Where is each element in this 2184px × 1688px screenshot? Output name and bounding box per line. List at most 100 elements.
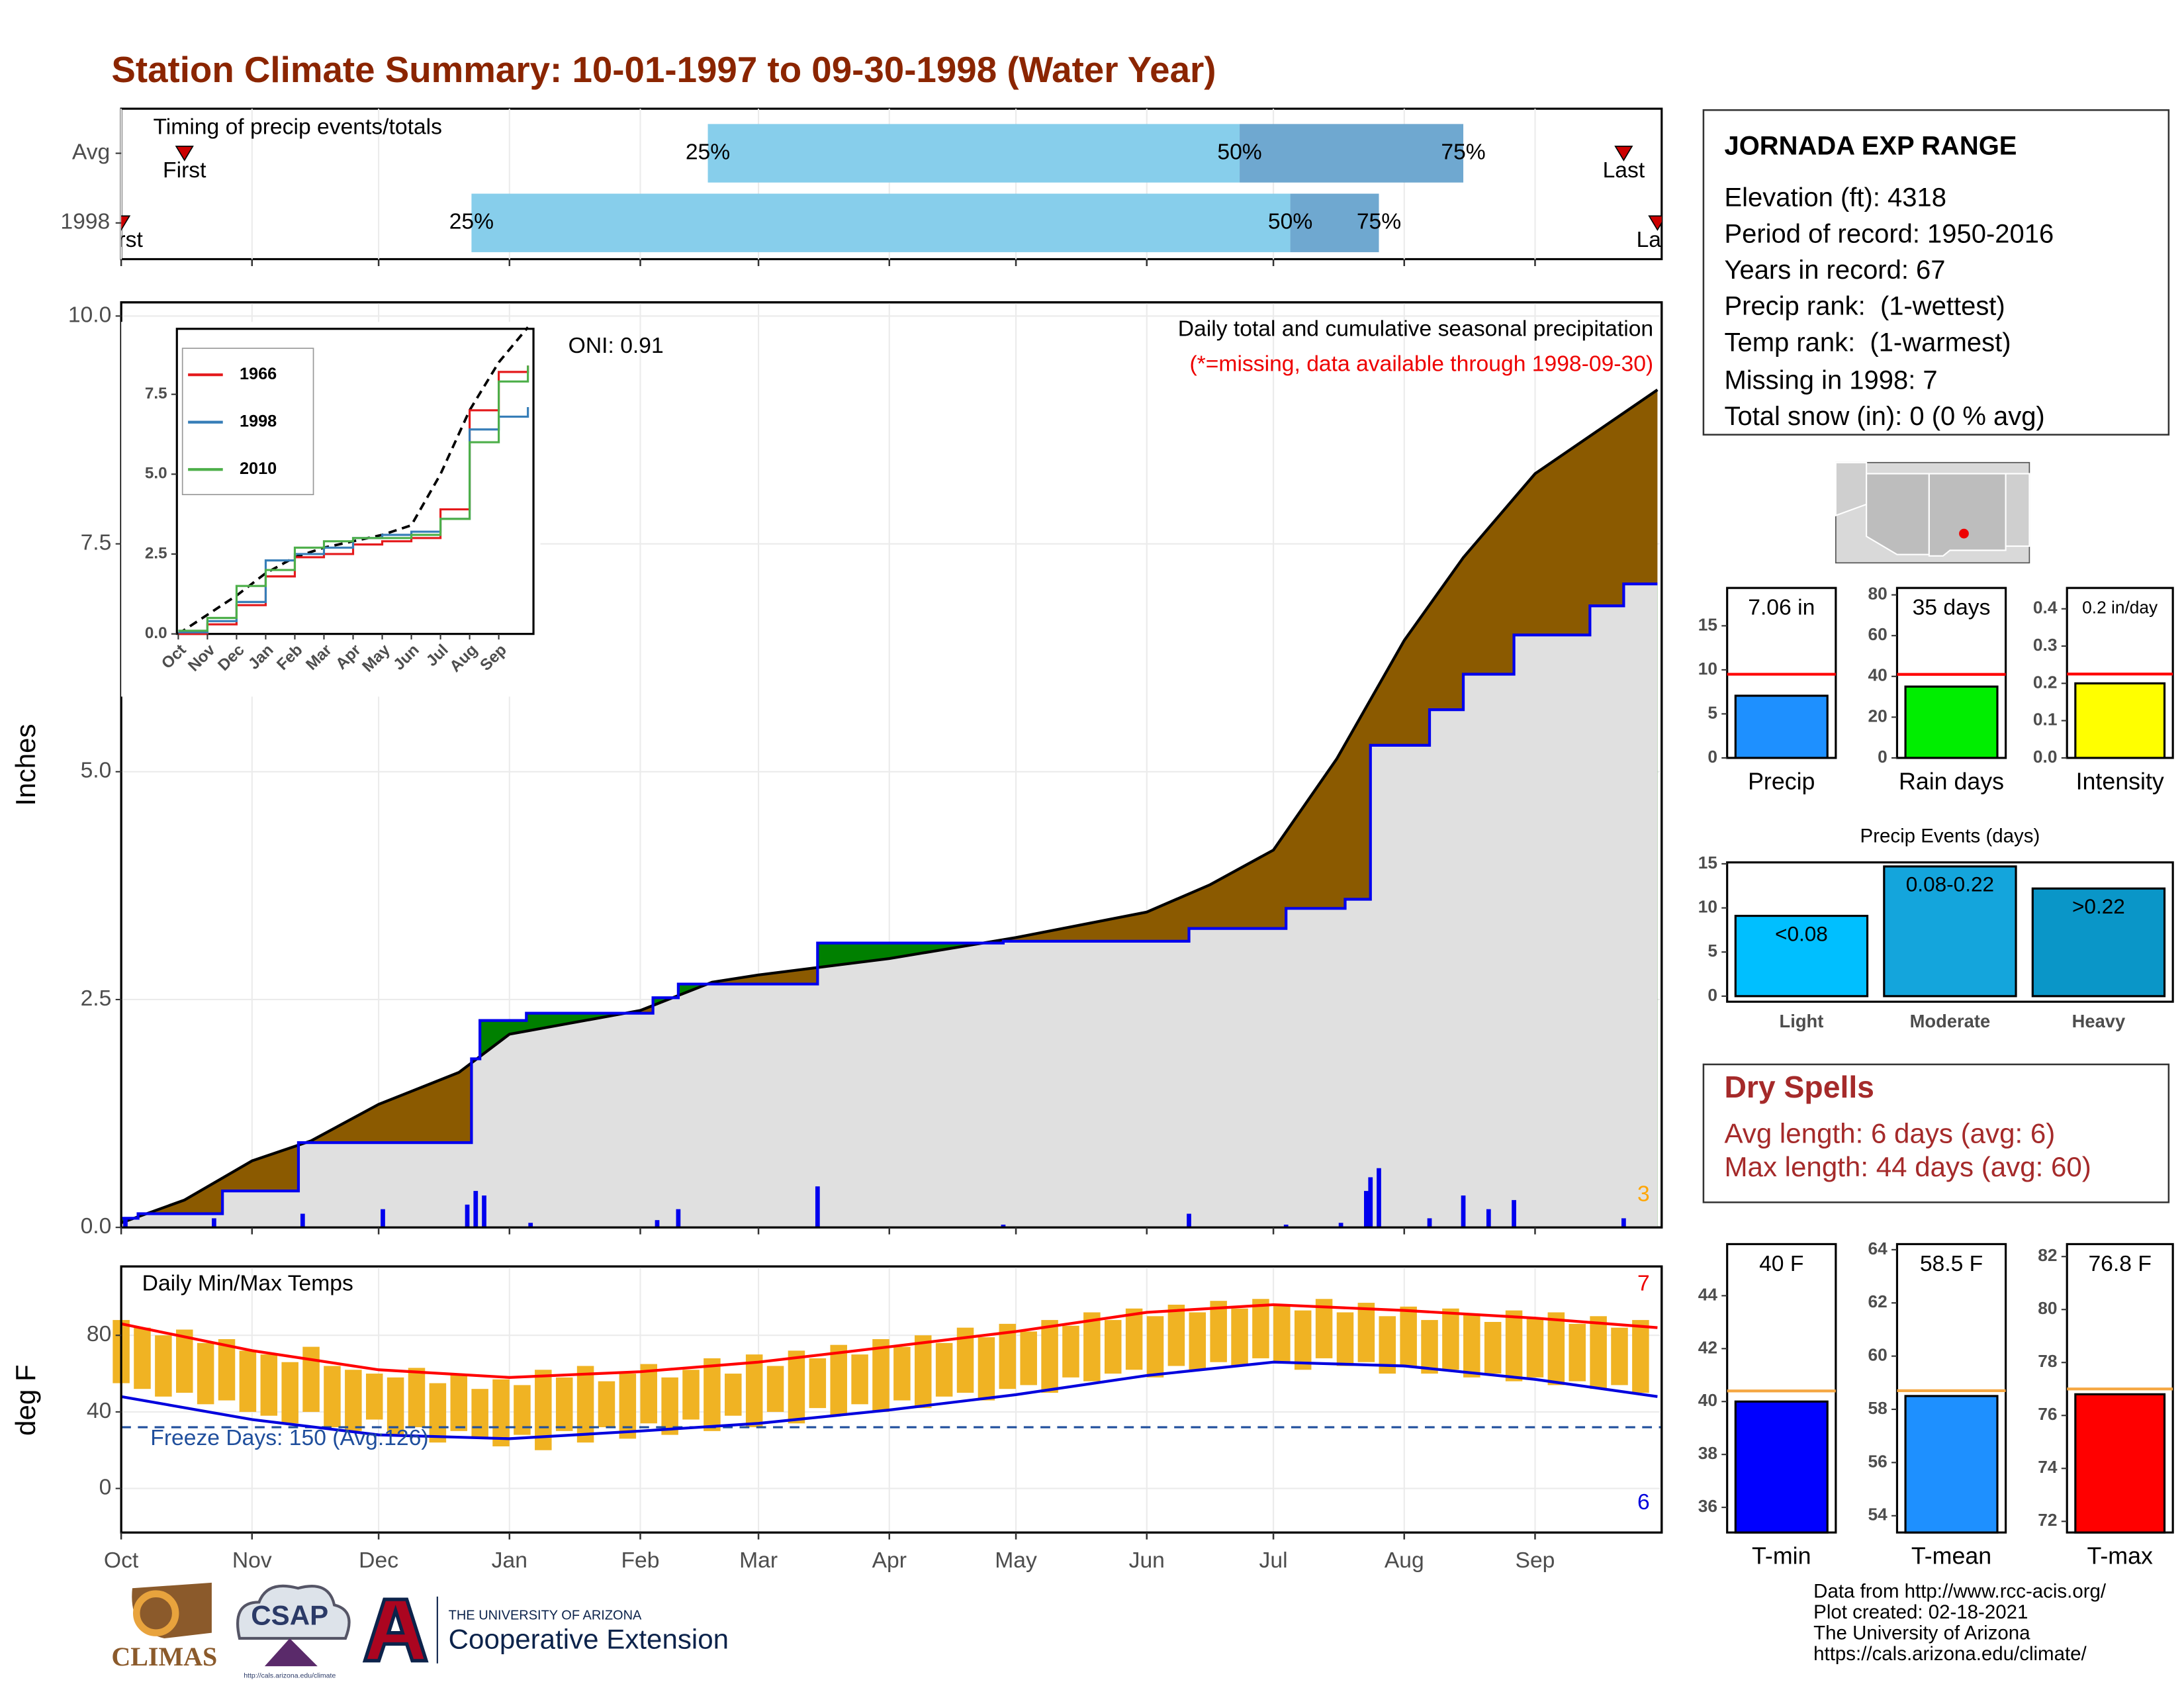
station-box (1702, 109, 2170, 436)
temp-range-bar (197, 1342, 214, 1405)
daily-bar (473, 1191, 478, 1228)
temp-range-bar (1526, 1318, 1544, 1378)
temp-range-bar (640, 1364, 658, 1424)
y-tick-label: 78 (2038, 1351, 2057, 1371)
x-label: T-min (1752, 1542, 1811, 1569)
temp-range-bar (492, 1379, 510, 1446)
y-tick-label: 44 (1698, 1284, 1718, 1304)
y-tick-label: 36 (1698, 1496, 1717, 1516)
temp-range-bar (134, 1327, 151, 1389)
percent-label: 75% (1441, 140, 1485, 164)
temp-range-bar (766, 1366, 784, 1412)
panel-subtitle: Timing of precip events/totals (154, 115, 442, 140)
temp-range-bar (1336, 1312, 1354, 1366)
daily-bar (1283, 1225, 1289, 1228)
temp-range-bar (1020, 1331, 1037, 1385)
temp-range-bar (345, 1370, 362, 1431)
x-tick-label: Jan (492, 1548, 527, 1573)
y-axis-label: deg F (10, 1364, 41, 1436)
temp-range-bar (1252, 1299, 1269, 1358)
x-tick-label: Light (1780, 1011, 1824, 1031)
y-tick-label: 80 (2038, 1298, 2057, 1318)
event-marker (1648, 215, 1662, 231)
daily-bar (1364, 1191, 1369, 1228)
event-marker (1614, 146, 1633, 162)
x-tick-label: May (995, 1548, 1037, 1573)
dry-spells-line: Max length: 44 days (avg: 60) (1724, 1151, 2091, 1182)
y-tick-label: 2.5 (81, 986, 112, 1011)
y-tick-label: 76 (2038, 1404, 2057, 1424)
x-tick-label: Heavy (2072, 1011, 2126, 1031)
station-line: Elevation (ft): 4318 (1724, 183, 1946, 212)
legend-label: 1998 (240, 412, 277, 430)
range-bar (707, 124, 1240, 183)
corner-label: 3 (1637, 1182, 1650, 1207)
temp-range-bar (725, 1374, 742, 1416)
dry-spells-box (1702, 1063, 2170, 1203)
y-tick-label: 72 (2038, 1510, 2057, 1530)
event-label: Last (1603, 158, 1645, 183)
temp-range-bar (387, 1377, 404, 1435)
temp-range-bar (1167, 1304, 1185, 1366)
logos: CLIMAS CSAP http://cals.arizona.edu/clim… (111, 1582, 729, 1680)
daily-bar (1187, 1213, 1191, 1228)
temp-range-bar (851, 1354, 868, 1405)
temp-range-bar (1590, 1316, 1607, 1389)
value-label: 40 F (1759, 1252, 1803, 1276)
daily-bar (815, 1186, 820, 1228)
temp-range-bar (576, 1366, 594, 1443)
temp-range-bar (809, 1358, 827, 1409)
temp-range-bar (1400, 1306, 1417, 1366)
temp-range-bar (1125, 1308, 1143, 1370)
y-tick-label: 20 (1868, 706, 1887, 726)
temp-range-bar (324, 1366, 341, 1428)
panel-border (120, 1265, 1663, 1534)
x-label: T-max (2087, 1542, 2153, 1569)
daily-bar (1461, 1195, 1466, 1228)
csap-mountain (264, 1638, 318, 1667)
temp-range-bar (1421, 1320, 1438, 1374)
bar (1734, 694, 1829, 759)
logo-text: THE UNIVERSITY OF ARIZONA (449, 1609, 642, 1623)
bin-label: <0.08 (1775, 921, 1828, 945)
ua-letter (362, 1597, 429, 1663)
y-tick-label: 15 (1698, 853, 1717, 872)
percent-label: 25% (449, 210, 494, 234)
annotation: Freeze Days: 150 (Avg:126) (150, 1426, 428, 1450)
y-tick-label: 40 (1698, 1390, 1717, 1410)
y-tick-label: 0.0 (81, 1214, 112, 1239)
legend-label: 2010 (240, 459, 277, 478)
bar (1734, 1400, 1829, 1534)
inset-line (178, 365, 529, 632)
y-tick-label: 0.0 (2033, 747, 2058, 767)
locator-map (1835, 461, 2030, 564)
temp-range-bar (745, 1354, 763, 1428)
station-name: JORNADA EXP RANGE (1724, 132, 2017, 161)
y-tick-label: 0.2 (2033, 672, 2058, 692)
y-tick-label: 5 (1707, 702, 1717, 722)
temp-range-bar (365, 1374, 383, 1420)
temp-range-bar (1547, 1312, 1565, 1385)
temp-range-bar (1062, 1325, 1079, 1378)
panel-title: Precip Events (days) (1860, 825, 2040, 847)
x-label: T-mean (1911, 1542, 1991, 1569)
event-marker (175, 146, 194, 162)
y-tick-label: 2.5 (145, 544, 167, 562)
bar (1883, 865, 2017, 998)
temp-range-bar (302, 1346, 320, 1412)
bar (2074, 682, 2166, 759)
temp-range-bar (155, 1335, 172, 1397)
percent-label: 25% (686, 140, 730, 164)
value-label: 0.2 in/day (2082, 598, 2158, 618)
panel-subtitle: (*=missing, data available through 1998-… (1189, 352, 1653, 376)
x-label: Precip (1748, 768, 1815, 794)
y-tick-label: 64 (1868, 1239, 1888, 1258)
temp-range-bar (1146, 1316, 1164, 1378)
temp-range-bar (598, 1381, 615, 1428)
temp-range-bar (1463, 1314, 1480, 1378)
legend-label: 1966 (240, 365, 277, 383)
temp-range-bar (218, 1339, 236, 1401)
temp-range-bar (915, 1335, 932, 1409)
